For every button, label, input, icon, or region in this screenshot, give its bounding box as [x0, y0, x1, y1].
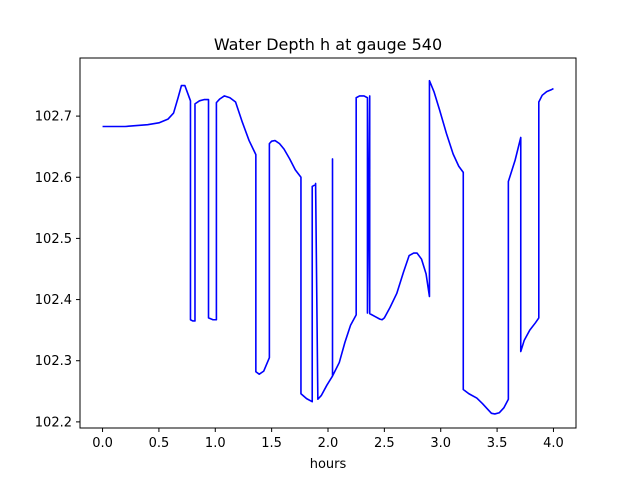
x-tick-label: 2.0 — [318, 436, 339, 451]
x-tick-label: 1.0 — [205, 436, 226, 451]
x-tick-label: 4.0 — [543, 436, 564, 451]
y-axis: 102.2 102.3 102.4 102.5 102.6 102.7 — [35, 110, 80, 430]
x-tick-label: 1.5 — [261, 436, 282, 451]
x-tick-label: 0.5 — [149, 436, 170, 451]
y-tick-label: 102.3 — [35, 354, 72, 369]
y-tick-label: 102.2 — [35, 415, 72, 430]
chart-title: Water Depth h at gauge 540 — [214, 35, 442, 54]
y-tick-label: 102.4 — [35, 293, 72, 308]
y-tick-label: 102.6 — [35, 171, 72, 186]
x-axis-label: hours — [310, 457, 347, 472]
x-tick-label: 2.5 — [374, 436, 395, 451]
x-tick-label: 3.0 — [430, 436, 451, 451]
y-tick-label: 102.5 — [35, 232, 72, 247]
x-tick-label: 0.0 — [92, 436, 113, 451]
series-line-0 — [102, 79, 554, 415]
plot-area — [80, 58, 576, 428]
series-layer — [102, 79, 554, 415]
x-tick-label: 3.5 — [487, 436, 508, 451]
x-axis: 0.0 0.5 1.0 1.5 2.0 2.5 3.0 3.5 4.0 — [92, 428, 564, 451]
y-tick-label: 102.7 — [35, 110, 72, 125]
